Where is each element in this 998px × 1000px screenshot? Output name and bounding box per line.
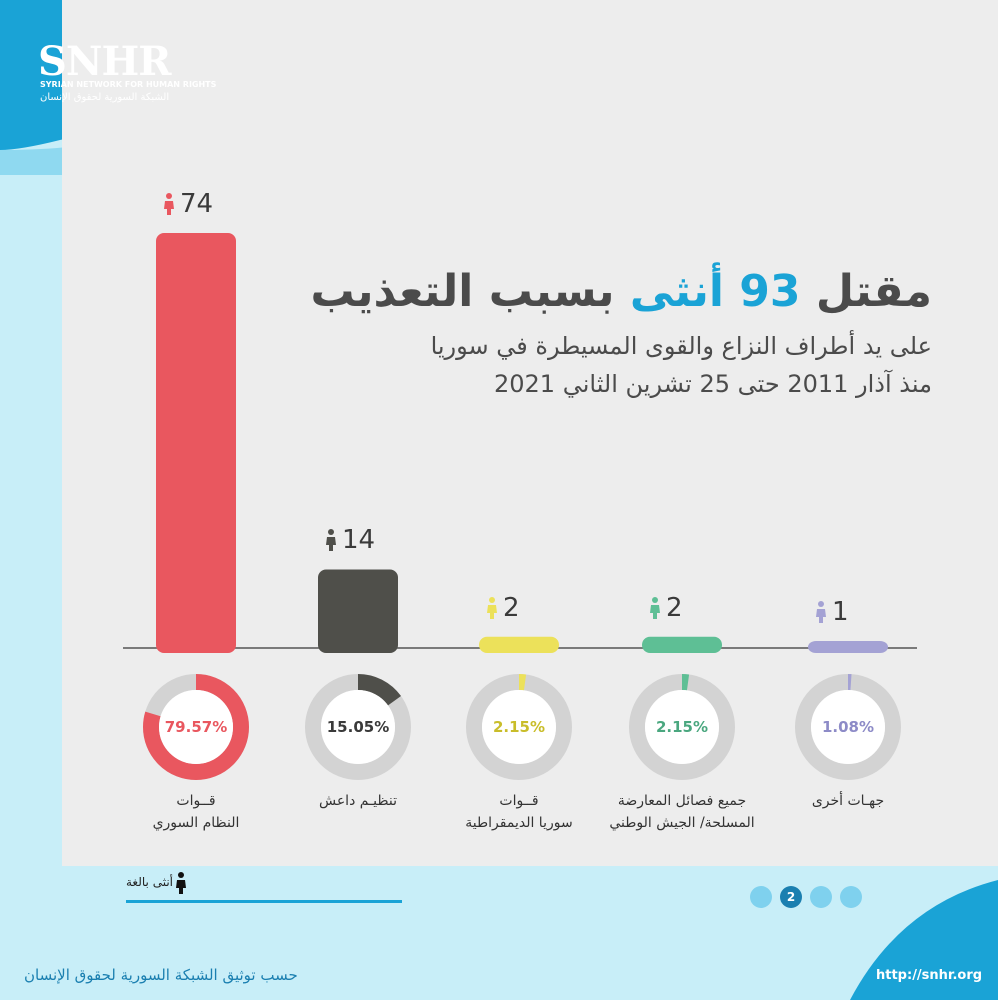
donut-arc <box>629 674 735 780</box>
female-icon <box>816 601 826 623</box>
bar-2 <box>479 636 559 653</box>
page-dot-1[interactable] <box>750 886 772 908</box>
bar-1 <box>318 569 398 653</box>
bar-value-label: 74 <box>164 189 213 219</box>
category-label-line: جهـات أخرى <box>811 793 885 809</box>
page-dot-3[interactable] <box>810 886 832 908</box>
donut-hole <box>482 690 556 764</box>
title-pre: مقتل <box>815 266 932 317</box>
female-adult-icon <box>176 872 186 894</box>
donut-hole <box>645 690 719 764</box>
logo: SNHR <box>38 38 171 85</box>
percentage-label: 2.15% <box>656 718 708 736</box>
female-icon <box>326 529 336 552</box>
logo-subtitle-en: SYRIAN NETWORK FOR HUMAN RIGHTS <box>40 80 217 89</box>
donut-arc <box>305 674 411 780</box>
subtitle-line-2: منذ آذار 2011 حتى 25 تشرين الثاني 2021 <box>493 370 932 398</box>
bar-value-label: 2 <box>650 593 683 623</box>
bar-0 <box>156 233 236 653</box>
donut-4: 1.08% <box>795 674 901 780</box>
donut-hole <box>321 690 395 764</box>
category-label: جميع فصائل المعارضة المسلحة/ الجيش الوطني <box>602 790 762 834</box>
category-label: جهـات أخرى <box>768 790 928 812</box>
bar-4 <box>808 641 888 653</box>
percentage-label: 79.57% <box>165 718 227 736</box>
category-label-line: جميع فصائل المعارضة <box>617 793 747 809</box>
category-label-line: النظام السوري <box>152 815 240 831</box>
donut-1: 15.05% <box>305 674 411 780</box>
bar-value: 14 <box>342 525 376 556</box>
donut-3: 2.15% <box>629 674 735 780</box>
female-icon <box>164 193 174 215</box>
donut-hole <box>159 690 233 764</box>
logo-subtitle-ar: الشبكة السورية لحقوق الإنسان <box>40 92 170 103</box>
category-label: قــوات النظام السوري <box>116 790 276 834</box>
bar-value-label: 2 <box>487 593 520 623</box>
donut-0: 79.57% <box>143 674 249 780</box>
percentage-label: 15.05% <box>327 718 389 736</box>
legend-label: أنثى بالغة <box>126 875 173 889</box>
title-number: 93 <box>739 266 801 317</box>
bar-3 <box>642 636 722 653</box>
source-note: حسب توثيق الشبكة السورية لحقوق الإنسان <box>24 966 298 984</box>
bar-value-label: 14 <box>326 525 375 555</box>
category-label-line: سوريا الديمقراطية <box>465 815 573 831</box>
female-icon <box>487 596 497 619</box>
page-dot-4[interactable] <box>840 886 862 908</box>
donut-2: 2.15% <box>466 674 572 780</box>
title-post: بسبب التعذيب <box>310 266 615 317</box>
legend-underline <box>126 900 402 903</box>
donut-arc <box>795 674 901 780</box>
bar-value-label: 1 <box>816 597 849 627</box>
female-icon <box>650 596 660 619</box>
donut-hole <box>811 690 885 764</box>
category-label: قــوات سوريا الديمقراطية <box>439 790 599 834</box>
percentage-label: 1.08% <box>822 718 874 736</box>
bar-value: 2 <box>503 592 520 623</box>
bar-value: 1 <box>832 597 849 627</box>
page-dot-current[interactable]: 2 <box>780 886 802 908</box>
page-title: مقتل 93 أنثى بسبب التعذيب <box>310 266 932 317</box>
percentage-label: 2.15% <box>493 718 545 736</box>
category-label-line: قــوات <box>499 793 539 809</box>
donut-arc <box>143 674 249 780</box>
donut-arc <box>466 674 572 780</box>
website-link[interactable]: http://snhr.org <box>876 968 983 983</box>
category-label-line: تنظيـم داعش <box>318 793 398 809</box>
title-mid: أنثى <box>629 266 724 317</box>
subtitle-line-1: على يد أطراف النزاع والقوى المسيطرة في س… <box>430 332 932 360</box>
category-label-line: المسلحة/ الجيش الوطني <box>609 815 755 831</box>
category-label: تنظيـم داعش <box>278 790 438 812</box>
category-label-line: قــوات <box>176 793 216 809</box>
bar-value: 2 <box>666 592 683 623</box>
bar-value: 74 <box>180 189 214 219</box>
